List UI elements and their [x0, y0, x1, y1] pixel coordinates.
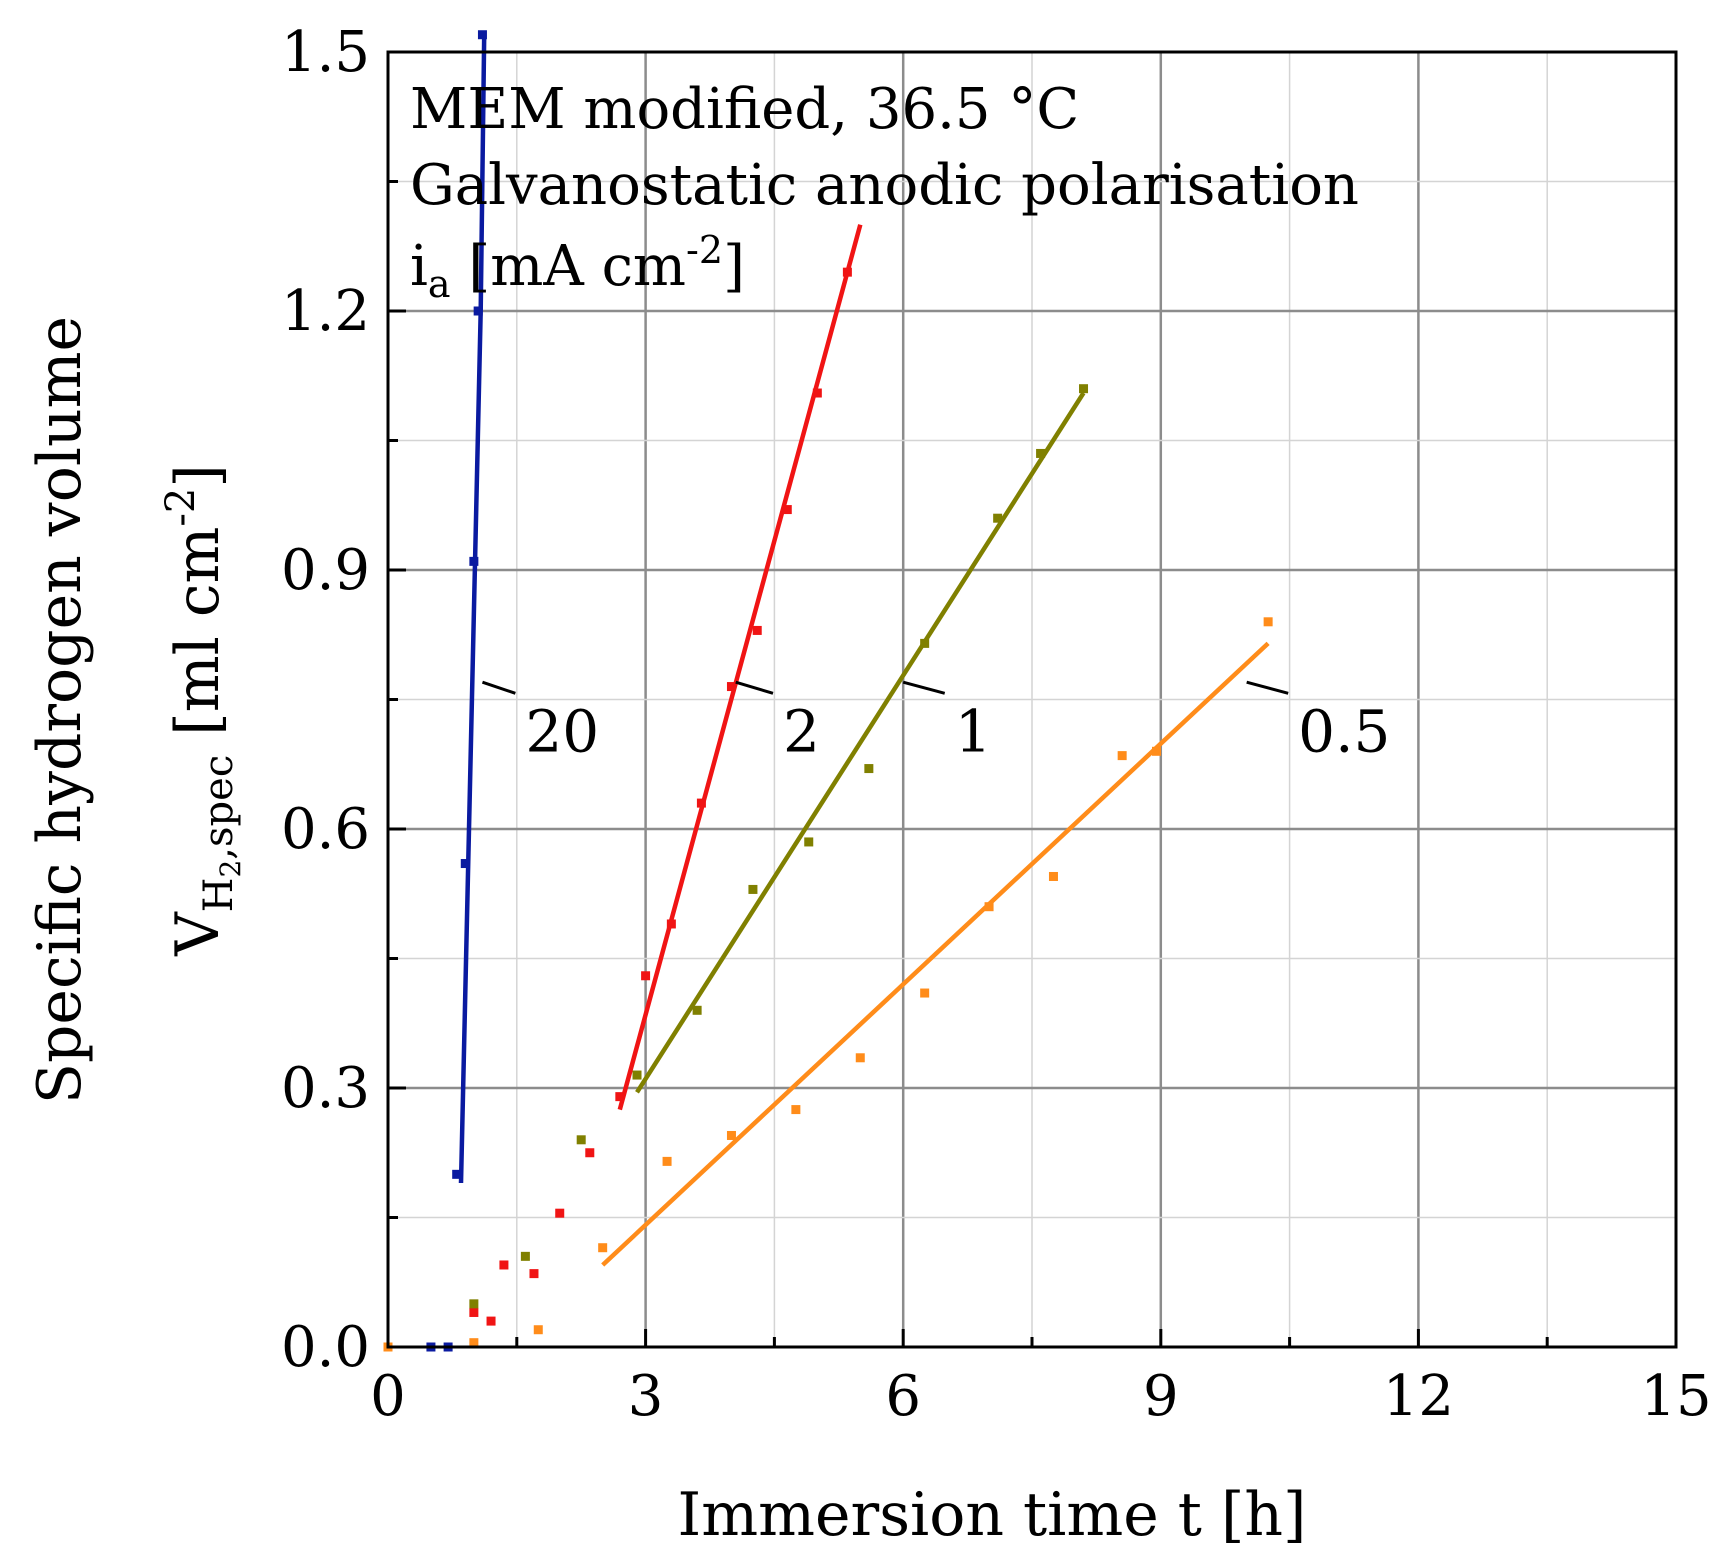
data-point: [585, 1148, 595, 1158]
annotation-current-symbol: i: [410, 234, 428, 299]
y-axis-unit-superscript: -2: [158, 488, 204, 527]
series-0.5: 0.5: [383, 617, 1390, 1352]
series-layer: 20 2 1 0.5: [383, 30, 1390, 1352]
annotation-line-2: Galvanostatic anodic polarisation: [410, 153, 1359, 218]
x-axis-title: Immersion time t [h]: [678, 1480, 1307, 1550]
data-point: [529, 1269, 539, 1279]
data-point: [692, 1005, 702, 1015]
series-label: 2: [783, 697, 820, 765]
x-tick-label: 12: [1383, 1364, 1454, 1429]
series-label: 20: [525, 697, 599, 765]
label-leader: [902, 680, 946, 695]
data-point: [920, 638, 930, 648]
label-leader: [481, 680, 516, 695]
y-tick-label: 0.3: [281, 1056, 370, 1121]
data-point: [477, 30, 487, 40]
grid-lines: [388, 52, 1676, 1347]
y-axis-subscript-number: 2: [214, 860, 247, 878]
series-label: 0.5: [1298, 697, 1390, 765]
x-tick-label: 6: [885, 1364, 921, 1429]
data-point: [842, 267, 852, 277]
label-leader: [1246, 680, 1289, 695]
data-point: [804, 837, 814, 847]
x-tick-label: 3: [628, 1364, 664, 1429]
y-axis-title: Specific hydrogen volume VH2,spec [ml cm…: [25, 316, 247, 1104]
y-axis-title-line-2: VH2,spec [ml cm-2]: [158, 464, 247, 957]
annotation-current-subscript: a: [428, 262, 451, 306]
annotation-line-3: ia [mA cm-2]: [410, 228, 745, 306]
fit-line: [601, 641, 1270, 1267]
data-point: [576, 1135, 586, 1145]
data-point: [782, 505, 792, 515]
data-point: [460, 859, 470, 869]
label-leader: [735, 680, 774, 695]
data-point: [641, 971, 651, 981]
fit-line: [617, 224, 863, 1111]
data-point: [469, 556, 479, 566]
data-point: [520, 1251, 530, 1261]
data-point: [598, 1243, 608, 1253]
data-point: [855, 1053, 865, 1063]
y-axis-title-line-1: Specific hydrogen volume: [25, 316, 95, 1104]
y-axis-unit-close: ]: [163, 464, 233, 487]
x-tick-label: 15: [1640, 1364, 1711, 1429]
data-point: [555, 1208, 565, 1218]
data-point: [533, 1325, 543, 1335]
data-point: [812, 388, 822, 398]
data-point: [1263, 617, 1273, 627]
data-point: [726, 682, 736, 692]
y-axis-symbol: V: [163, 911, 233, 957]
data-point: [473, 306, 483, 316]
annotation-line-1: MEM modified, 36.5 °C: [410, 77, 1079, 142]
y-axis-unit: [ml cm: [163, 527, 233, 755]
data-point: [499, 1260, 509, 1270]
y-axis-subscript-tail: ,spec: [196, 755, 242, 860]
annotation-current-unit: [mA cm: [451, 234, 686, 299]
data-point: [920, 988, 930, 998]
series-1: 1: [469, 384, 1089, 1309]
data-point: [1048, 871, 1058, 881]
series-2: 2: [469, 224, 863, 1326]
data-point: [486, 1316, 496, 1326]
y-axis-subscript-main: H: [196, 878, 242, 913]
data-point: [864, 764, 874, 774]
y-tick-label: 0.0: [281, 1315, 370, 1380]
data-point: [1117, 751, 1127, 761]
data-point: [696, 798, 706, 808]
annotation-current-close: ]: [723, 234, 745, 299]
data-point: [662, 1156, 672, 1166]
fit-line: [635, 391, 1086, 1094]
data-point: [666, 919, 676, 929]
data-point: [1079, 384, 1089, 394]
series-20: 20: [426, 30, 599, 1352]
data-point: [1152, 746, 1162, 756]
data-point: [469, 1338, 479, 1348]
data-point: [469, 1299, 479, 1309]
tick-labels: 0 3 6 9 12 150.00.30.60.91.21.5: [281, 20, 1712, 1429]
data-point: [469, 1307, 479, 1317]
data-point: [993, 513, 1003, 523]
data-point: [615, 1092, 625, 1102]
y-tick-label: 1.5: [281, 20, 370, 85]
data-point: [726, 1130, 736, 1140]
series-label: 1: [955, 697, 992, 765]
data-point: [632, 1070, 642, 1080]
y-tick-label: 1.2: [281, 279, 370, 344]
data-point: [452, 1169, 462, 1179]
annotation-current-superscript: -2: [686, 228, 723, 272]
y-tick-label: 0.9: [281, 538, 370, 603]
x-tick-label: 9: [1143, 1364, 1179, 1429]
data-point: [752, 625, 762, 635]
data-point: [791, 1105, 801, 1115]
x-tick-label: 0: [370, 1364, 406, 1429]
y-tick-label: 0.6: [281, 797, 370, 862]
data-point: [748, 884, 758, 894]
data-point: [1036, 448, 1046, 458]
axis-ticks: [386, 50, 1678, 1349]
data-point: [984, 902, 994, 912]
